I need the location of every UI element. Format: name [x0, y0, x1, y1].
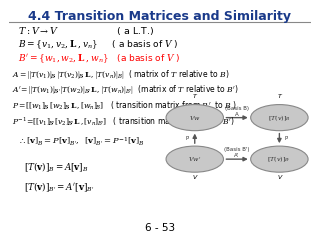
Text: V: V — [193, 175, 197, 180]
Text: $Vw$: $Vw$ — [189, 114, 201, 122]
Text: $A=\!\left[\left[T(v_1)\right]_{\!B}\!\!,\left[T(v_2)\right]_{\!B}\!\!,\mathbf{L: $A=\!\left[\left[T(v_1)\right]_{\!B}\!\!… — [12, 68, 229, 81]
FancyArrowPatch shape — [193, 135, 196, 143]
Text: $[T(\mathbf{v})]_B = A[\mathbf{v}]_B$: $[T(\mathbf{v})]_B = A[\mathbf{v}]_B$ — [24, 161, 89, 174]
Ellipse shape — [166, 146, 223, 172]
Ellipse shape — [251, 105, 308, 131]
Text: $P=\!\left[\left[w_1\right]_{\!B}\!\!,\left[w_2\right]_{\!B}\!\!,\mathbf{L}\,,\l: $P=\!\left[\left[w_1\right]_{\!B}\!\!,\l… — [12, 100, 237, 112]
Text: P: P — [186, 136, 189, 141]
Ellipse shape — [166, 105, 223, 131]
Ellipse shape — [251, 146, 308, 172]
Text: $B' = \{w_1, w_2,\mathbf{L}\;, w_n\}$   (a basis of $V$ ): $B' = \{w_1, w_2,\mathbf{L}\;, w_n\}$ (a… — [18, 53, 180, 65]
FancyArrowPatch shape — [226, 116, 246, 119]
Text: $T:V \rightarrow V$                    ( a L.T.): $T:V \rightarrow V$ ( a L.T.) — [18, 24, 154, 36]
Text: 6 - 53: 6 - 53 — [145, 223, 175, 233]
Text: $Vw'$: $Vw'$ — [188, 155, 201, 164]
Text: $B = \{v_1, v_2,\mathbf{L}\;, v_n\}$     ( a basis of $V$ ): $B = \{v_1, v_2,\mathbf{L}\;, v_n\}$ ( a… — [18, 38, 178, 51]
FancyArrowPatch shape — [278, 133, 281, 142]
Text: $[T(\mathbf{v})]_{B'} = A'[\mathbf{v}]_{B'}$: $[T(\mathbf{v})]_{B'} = A'[\mathbf{v}]_{… — [24, 180, 95, 194]
FancyArrowPatch shape — [226, 157, 246, 161]
Text: $A'\!=\!\left[\left[T(w_1)\right]_{\!B'}\!\!\!,\left[T(w_2)\right]_{\!B'}\!\!\!,: $A'\!=\!\left[\left[T(w_1)\right]_{\!B'}… — [12, 84, 239, 96]
Text: (Basis B')
A': (Basis B') A' — [224, 147, 250, 158]
Text: $\therefore[\mathbf{v}]_B = P[\mathbf{v}]_{B'},\;\; [\mathbf{v}]_{B'} = P^{-1}[\: $\therefore[\mathbf{v}]_B = P[\mathbf{v}… — [18, 136, 145, 148]
Text: T: T — [277, 94, 281, 99]
Text: $[T(v)]_B$: $[T(v)]_B$ — [268, 113, 291, 123]
Text: 4.4 Transition Matrices and Similarity: 4.4 Transition Matrices and Similarity — [28, 10, 292, 23]
Text: (Basis B)
A: (Basis B) A — [225, 106, 249, 117]
Text: V: V — [277, 175, 282, 180]
Text: $P^{-1}\!=\!\left[\left[v_1\right]_{\!B'}\!\!\!,\left[v_2\right]_{\!B'}\!\!\!,\m: $P^{-1}\!=\!\left[\left[v_1\right]_{\!B'… — [12, 116, 235, 128]
Text: T: T — [193, 94, 197, 99]
Text: $[T(v)]_{B'}$: $[T(v)]_{B'}$ — [268, 154, 291, 164]
Text: P: P — [284, 136, 288, 141]
